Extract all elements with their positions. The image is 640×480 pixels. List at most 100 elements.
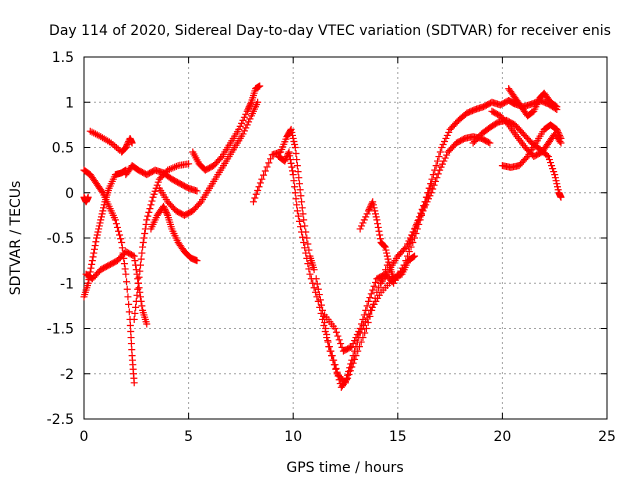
y-tick-label: 0	[65, 186, 74, 202]
data-point	[553, 180, 561, 188]
data-point	[411, 252, 419, 260]
data-point	[304, 260, 312, 268]
data-point	[93, 231, 101, 239]
data-point	[359, 219, 367, 227]
data-point	[359, 315, 367, 323]
data-point	[140, 234, 148, 242]
data-point	[315, 291, 323, 299]
data-point	[291, 189, 299, 197]
data-point	[484, 138, 492, 146]
data-point	[368, 199, 376, 207]
data-point	[388, 278, 396, 286]
data-point	[240, 127, 248, 135]
data-point	[193, 187, 201, 195]
data-point	[94, 228, 102, 236]
data-point	[380, 242, 388, 250]
data-point	[291, 140, 299, 148]
data-point	[422, 193, 430, 201]
data-point	[430, 181, 438, 189]
data-point	[553, 103, 561, 111]
data-point	[306, 270, 314, 278]
data-point	[374, 220, 382, 228]
data-point	[362, 213, 370, 221]
data-point	[417, 209, 425, 217]
data-point	[149, 193, 157, 201]
data-point	[369, 286, 377, 294]
data-point	[551, 174, 559, 182]
data-point	[554, 128, 562, 136]
data-point	[91, 242, 99, 250]
data-point	[344, 371, 352, 379]
data-point	[410, 228, 418, 236]
data-point	[371, 278, 379, 286]
data-point	[289, 171, 297, 179]
data-point	[439, 140, 447, 148]
data-point	[552, 102, 560, 110]
data-point	[384, 255, 392, 263]
data-point	[137, 255, 145, 263]
series-arc-19	[488, 107, 565, 161]
data-point	[254, 98, 262, 106]
data-point	[294, 212, 302, 220]
data-point	[554, 186, 562, 194]
series-arc-10	[189, 82, 264, 174]
data-point	[217, 154, 225, 162]
data-point	[98, 210, 106, 218]
data-point	[159, 202, 167, 210]
data-point	[88, 257, 96, 265]
data-point	[148, 197, 156, 205]
data-point	[324, 337, 332, 345]
data-point	[293, 156, 301, 164]
data-point	[90, 245, 98, 253]
data-point	[326, 347, 334, 355]
data-point	[544, 153, 552, 161]
data-point	[161, 205, 169, 213]
grid-layer	[84, 57, 607, 419]
series-arc-3	[80, 166, 138, 387]
data-point	[117, 235, 125, 243]
data-point	[420, 202, 428, 210]
data-point	[371, 207, 379, 215]
data-point	[243, 107, 251, 115]
data-point	[134, 279, 142, 287]
data-point	[123, 278, 131, 286]
y-tick-label: -0.5	[47, 231, 74, 247]
data-point	[134, 285, 142, 293]
data-point	[130, 252, 138, 260]
data-point	[293, 162, 301, 170]
data-point	[289, 134, 297, 142]
data-point	[360, 311, 368, 319]
data-point	[522, 154, 530, 162]
data-point	[413, 220, 421, 228]
data-point	[115, 227, 123, 235]
data-point	[363, 210, 371, 218]
data-point	[443, 131, 451, 139]
y-tick-label: 0.5	[52, 141, 74, 157]
x-tick-label: 10	[284, 429, 302, 445]
data-point	[381, 242, 389, 250]
data-point	[291, 144, 299, 151]
series-arc-2	[80, 166, 130, 301]
data-point	[245, 103, 253, 111]
data-point	[332, 328, 340, 336]
data-point	[95, 225, 103, 233]
data-point	[256, 82, 264, 90]
data-point	[87, 264, 95, 272]
data-point	[84, 193, 92, 201]
data-point	[342, 379, 349, 387]
data-point	[135, 273, 143, 281]
data-point	[414, 217, 422, 225]
series-arc-15	[356, 198, 419, 283]
data-point	[240, 113, 248, 121]
data-point	[113, 223, 121, 231]
data-point	[313, 280, 321, 288]
data-point	[411, 225, 419, 233]
data-point	[289, 131, 297, 139]
data-point	[547, 159, 555, 167]
data-point	[310, 266, 318, 274]
data-point	[239, 130, 247, 138]
data-point	[356, 225, 364, 233]
data-point	[295, 174, 303, 182]
series-arc-7	[122, 162, 201, 195]
data-point	[557, 134, 565, 142]
